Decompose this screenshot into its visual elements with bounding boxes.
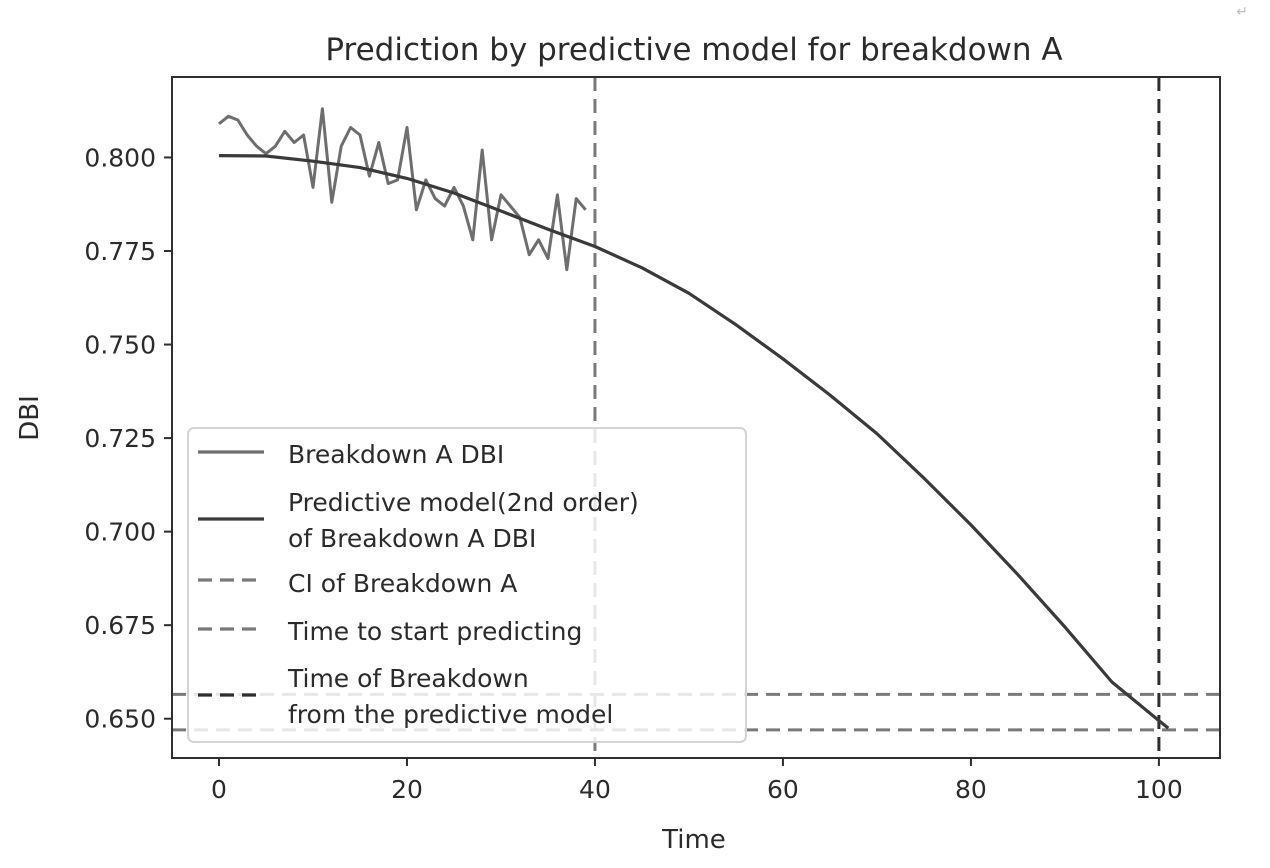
x-axis-label: Time bbox=[661, 825, 726, 855]
x-tick-label: 0 bbox=[211, 775, 227, 804]
legend: Breakdown A DBI Predictive model(2nd orde… bbox=[187, 427, 747, 743]
x-tick-label: 80 bbox=[955, 775, 987, 804]
plot-frame bbox=[171, 76, 1221, 759]
y-tick-label: 0.725 bbox=[84, 424, 156, 453]
x-tick-label: 60 bbox=[767, 775, 799, 804]
series-line-1 bbox=[218, 154, 1170, 730]
x-tick-label: 100 bbox=[1135, 775, 1183, 804]
legend-box bbox=[187, 427, 747, 743]
return-icon: ↵ bbox=[1236, 4, 1248, 20]
y-tick-label: 0.675 bbox=[84, 611, 156, 640]
y-tick-label: 0.650 bbox=[84, 705, 156, 734]
legend-label-3: Time to start predicting bbox=[287, 617, 582, 646]
legend-label-1: Predictive model(2nd order) bbox=[288, 488, 639, 517]
plot-area bbox=[172, 77, 1220, 758]
y-tick-label: 0.775 bbox=[84, 237, 156, 266]
x-tick-label: 20 bbox=[391, 775, 423, 804]
legend-label-2: CI of Breakdown A bbox=[288, 569, 517, 598]
legend-label-0: Breakdown A DBI bbox=[288, 440, 504, 469]
axes: 0 20 40 60 80 100 0.650 0.675 0.700 0.725 0.750 0.7… bbox=[84, 143, 1182, 804]
x-tick-label: 40 bbox=[579, 775, 611, 804]
series-line-0 bbox=[218, 107, 587, 272]
legend-label-4: from the predictive model bbox=[288, 700, 613, 729]
y-tick-label: 0.800 bbox=[84, 143, 156, 172]
legend-label-1: of Breakdown A DBI bbox=[288, 524, 536, 553]
y-tick-label: 0.700 bbox=[84, 518, 156, 547]
chart-title: Prediction by predictive model for break… bbox=[325, 32, 1062, 68]
legend-label-4: Time of Breakdown bbox=[287, 664, 529, 693]
y-tick-label: 0.750 bbox=[84, 331, 156, 360]
y-axis-label: DBI bbox=[15, 395, 45, 441]
